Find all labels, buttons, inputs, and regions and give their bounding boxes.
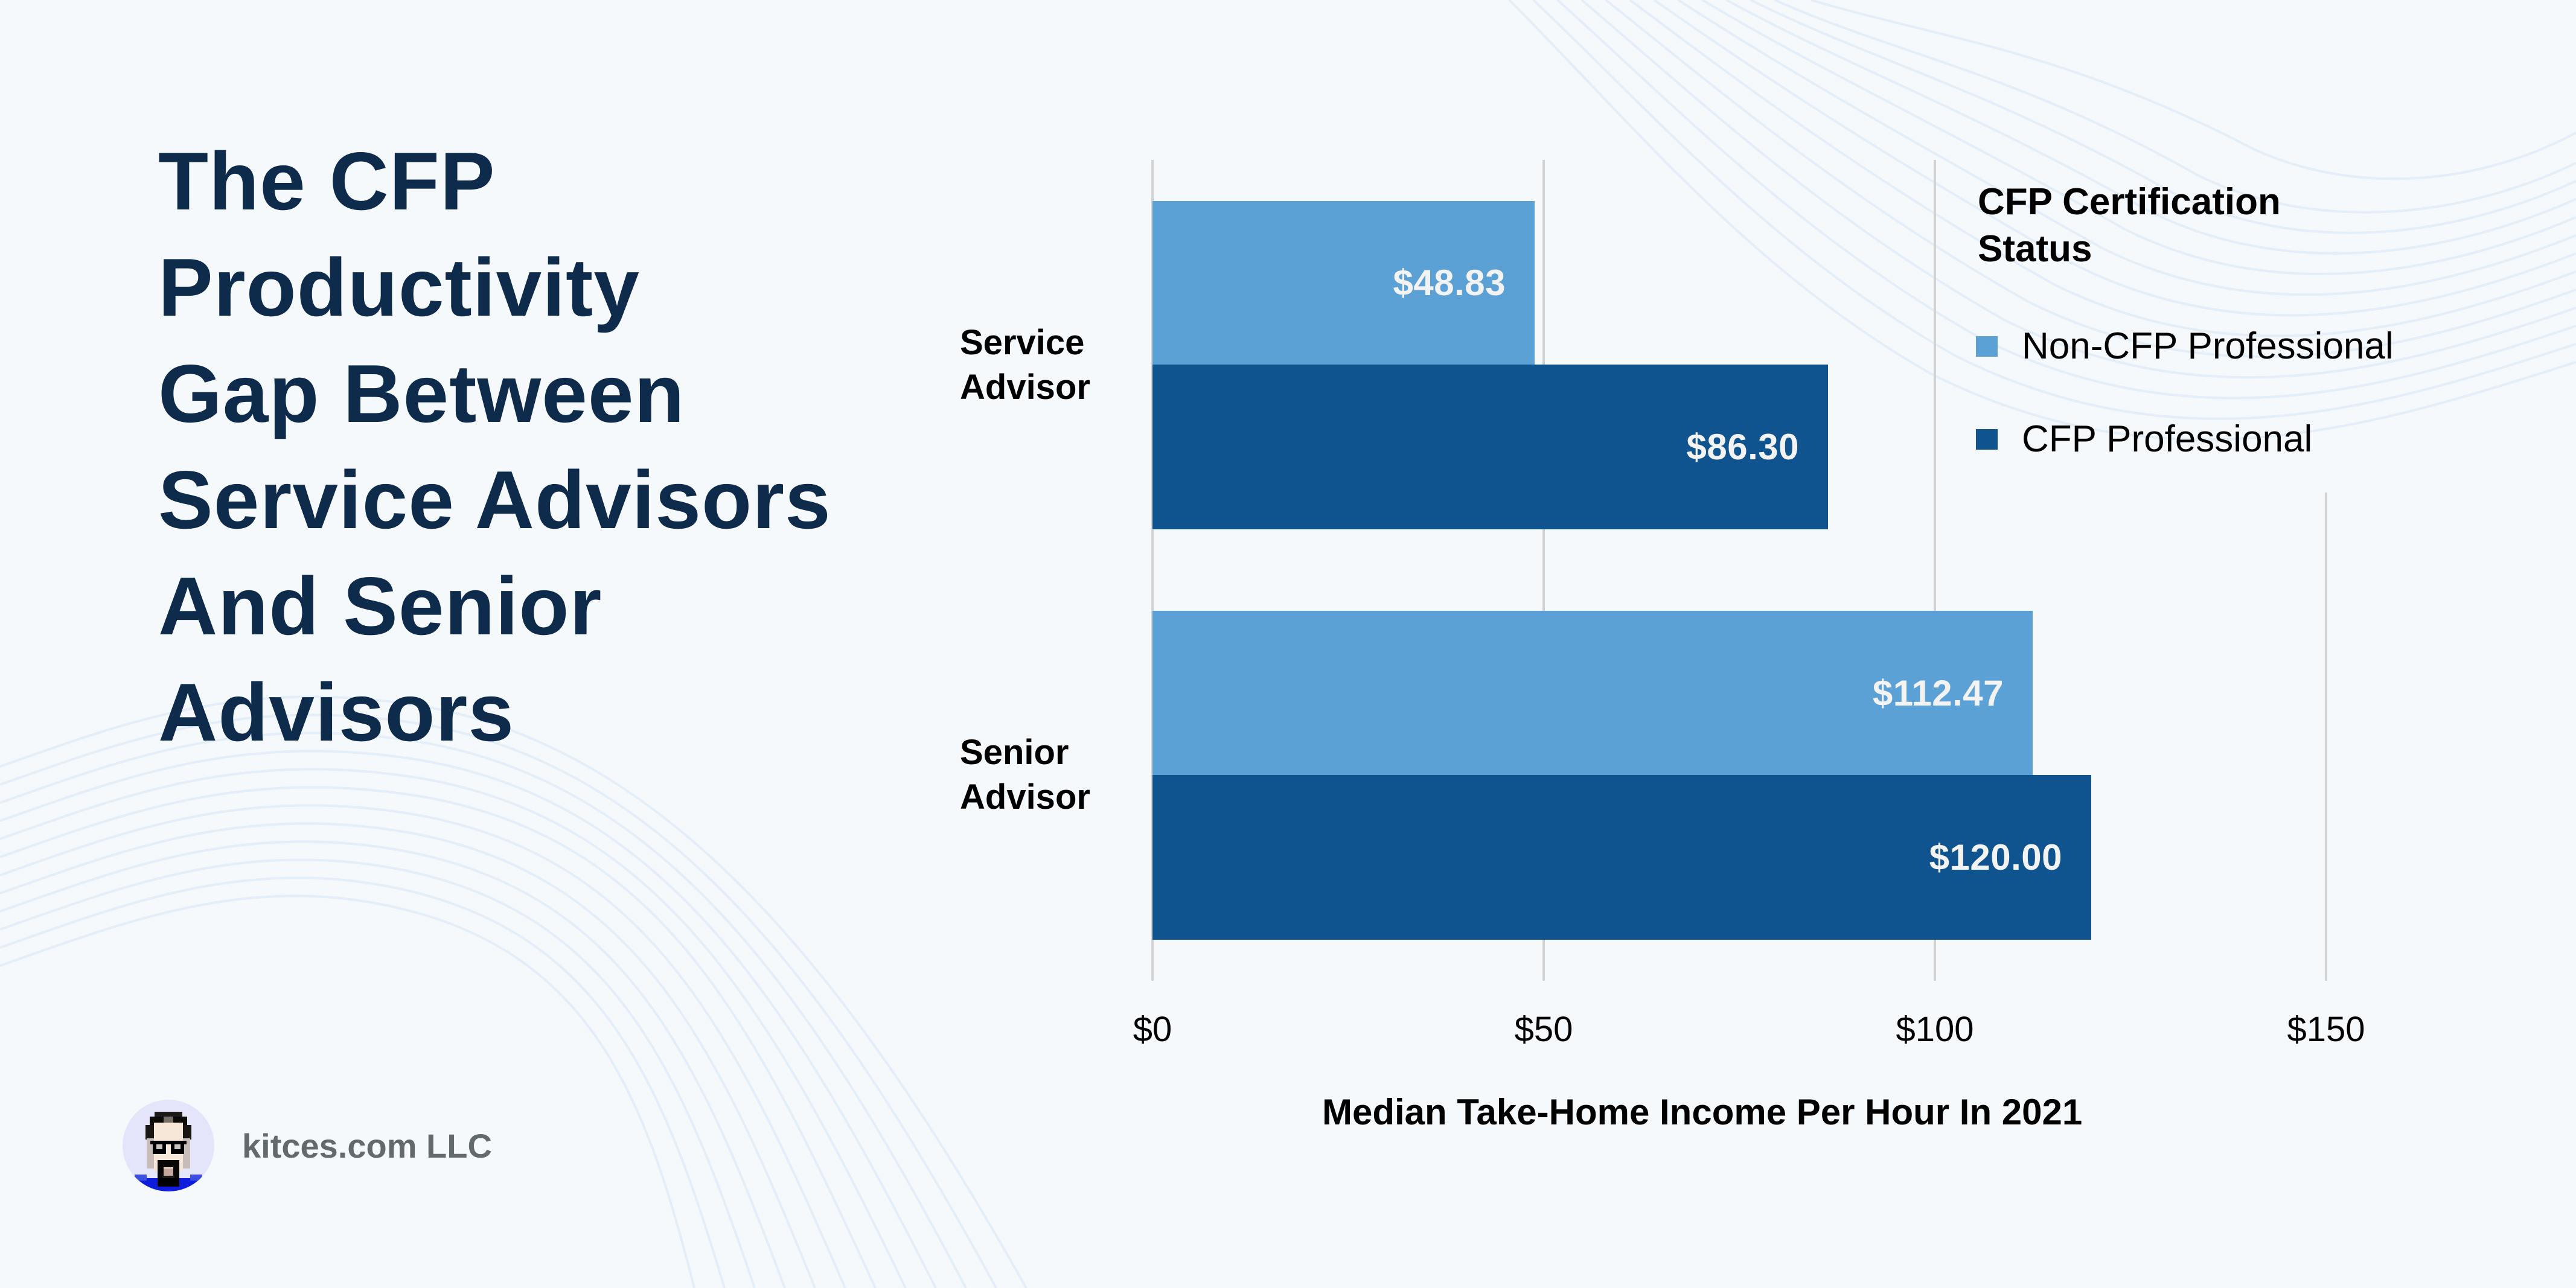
x-tick-150: $150 bbox=[2287, 1010, 2365, 1049]
legend-item-cfp[interactable]: CFP Professional bbox=[1976, 418, 2312, 461]
bar-service-cfp[interactable]: $86.30 bbox=[1152, 365, 1828, 529]
legend-title-line: Status bbox=[1978, 228, 2092, 270]
title-line: The CFP bbox=[158, 135, 496, 227]
title-line: Productivity bbox=[158, 241, 640, 333]
legend-title-line: CFP Certification bbox=[1978, 181, 2281, 223]
gridline-100 bbox=[1934, 160, 1936, 981]
gridline-50 bbox=[1542, 160, 1545, 981]
bar-value-label: $48.83 bbox=[1393, 263, 1506, 303]
legend-item-non-cfp[interactable]: Non-CFP Professional bbox=[1976, 325, 2394, 368]
legend-swatch-icon bbox=[1976, 336, 1998, 357]
title-line: Advisors bbox=[158, 666, 514, 758]
x-tick-100: $100 bbox=[1896, 1010, 1974, 1049]
pixel-avatar-icon bbox=[123, 1100, 214, 1191]
bar-value-label: $86.30 bbox=[1686, 427, 1799, 467]
category-label-line: Service bbox=[960, 323, 1085, 362]
x-tick-50: $50 bbox=[1514, 1010, 1573, 1049]
bar-value-label: $112.47 bbox=[1872, 672, 2004, 713]
category-label-senior-advisor: Senior Advisor bbox=[960, 730, 1090, 820]
footer-brand: kitces.com LLC bbox=[123, 1100, 492, 1191]
title-line: Gap Between bbox=[158, 348, 685, 439]
x-tick-0: $0 bbox=[1133, 1010, 1172, 1049]
bar-value-label: $120.00 bbox=[1929, 837, 2062, 878]
category-label-service-advisor: Service Advisor bbox=[960, 320, 1090, 410]
title-line: And Senior bbox=[158, 560, 602, 652]
category-label-line: Advisor bbox=[960, 777, 1090, 817]
gridline-0 bbox=[1151, 160, 1154, 981]
legend-label: CFP Professional bbox=[2022, 418, 2313, 460]
brand-name: kitces.com LLC bbox=[242, 1126, 492, 1165]
bar-senior-cfp[interactable]: $120.00 bbox=[1152, 775, 2091, 940]
bar-senior-non-cfp[interactable]: $112.47 bbox=[1152, 611, 2033, 775]
x-axis-label: Median Take-Home Income Per Hour In 2021 bbox=[1322, 1092, 2083, 1132]
category-label-line: Advisor bbox=[960, 368, 1090, 407]
bar-service-non-cfp[interactable]: $48.83 bbox=[1152, 201, 1535, 365]
title-line: Service Advisors bbox=[158, 454, 831, 546]
category-label-line: Senior bbox=[960, 733, 1069, 772]
avatar-illustration bbox=[123, 1112, 214, 1191]
page-title: The CFP Productivity Gap Between Service… bbox=[158, 128, 913, 765]
legend-label: Non-CFP Professional bbox=[2022, 325, 2394, 367]
gridline-150 bbox=[2325, 493, 2327, 981]
legend-title: CFP Certification Status bbox=[1978, 179, 2281, 273]
legend-swatch-icon bbox=[1976, 429, 1998, 450]
